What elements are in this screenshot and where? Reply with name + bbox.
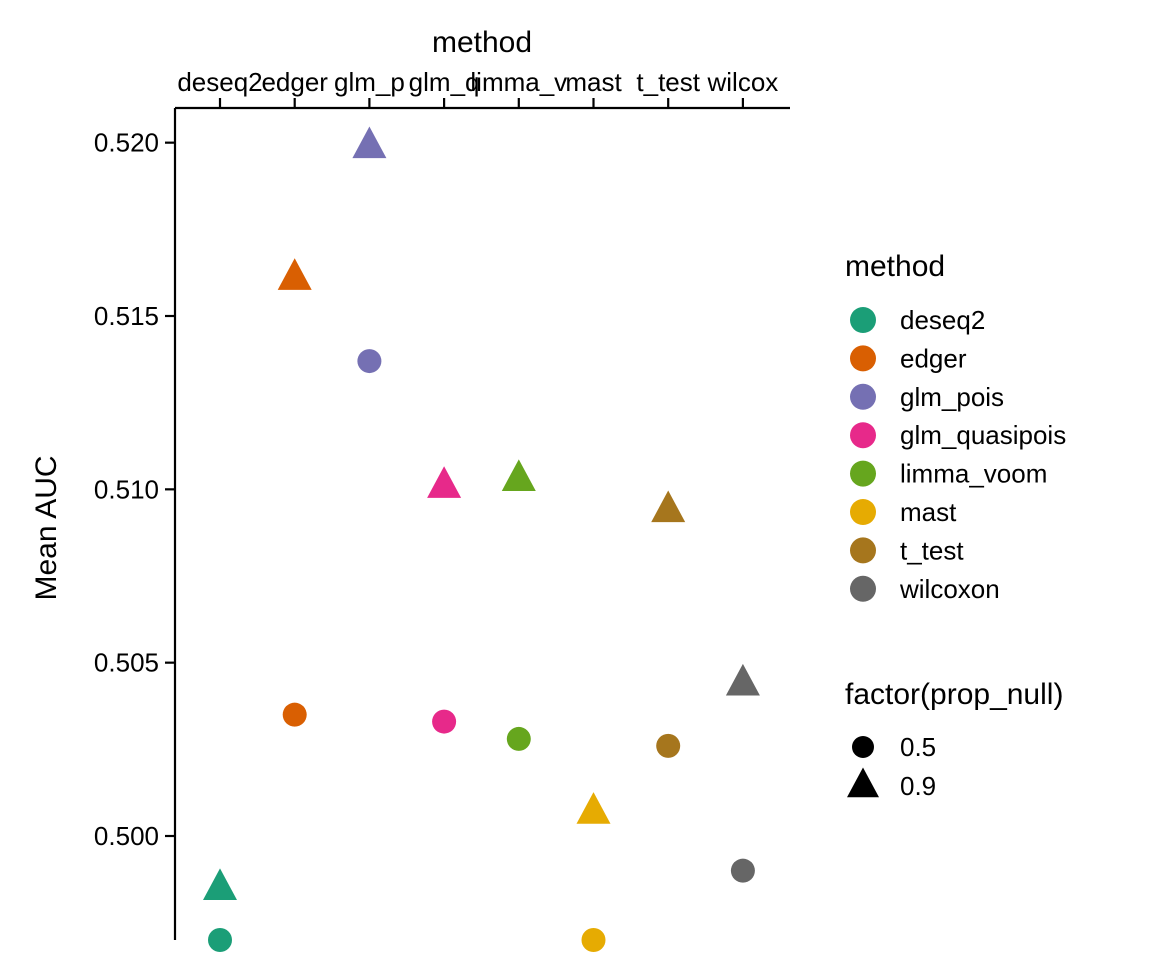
- x-axis-title: method: [432, 26, 532, 59]
- point-circle-mast: [581, 928, 606, 952]
- point-triangle-deseq2: [203, 868, 237, 901]
- legend-label-wilcoxon: wilcoxon: [899, 574, 1000, 604]
- x-tick-label: wilcox: [707, 67, 779, 97]
- legend-label-deseq2: deseq2: [900, 305, 985, 335]
- legend-shape-title: factor(prop_null): [845, 678, 1063, 711]
- point-triangle-mast: [576, 792, 611, 824]
- point-circle-deseq2: [208, 928, 232, 952]
- point-circle-glm_pois: [357, 349, 382, 374]
- legend-key-glm_pois: [850, 383, 876, 410]
- legend-key-deseq2: [850, 307, 876, 333]
- legend-shape-label: 0.9: [900, 771, 936, 801]
- y-tick-label: 0.510: [94, 474, 159, 504]
- point-circle-limma_voom: [506, 726, 531, 751]
- y-tick-label: 0.505: [94, 648, 159, 678]
- y-axis-title: Mean AUC: [30, 455, 63, 600]
- legend-label-glm_quasipois: glm_quasipois: [900, 420, 1066, 450]
- legend-key-edger: [850, 345, 876, 372]
- legend-label-edger: edger: [900, 343, 967, 373]
- x-tick-label: glm_p: [334, 67, 405, 97]
- legend-shape-label: 0.5: [900, 732, 936, 762]
- legend-label-glm_pois: glm_pois: [900, 382, 1004, 412]
- point-triangle-edger: [277, 258, 312, 290]
- point-circle-t_test: [656, 733, 681, 758]
- data-points: [203, 126, 760, 952]
- legend-label-t_test: t_test: [900, 535, 964, 565]
- legend-key-wilcoxon: [850, 575, 876, 602]
- x-tick-label: limma_v: [470, 67, 567, 97]
- x-tick-label: glm_q: [409, 67, 480, 97]
- legend-key-limma_voom: [850, 460, 876, 487]
- legend: method deseq2 edger glm_pois glm_quasipoisli…: [845, 250, 1066, 801]
- legend-label-limma_voom: limma_voom: [900, 459, 1047, 489]
- legend-shape-circle: [852, 736, 874, 758]
- point-triangle-wilcoxon: [725, 663, 760, 696]
- y-tick-label: 0.520: [94, 128, 159, 158]
- legend-key-mast: [850, 499, 876, 525]
- x-tick-label: edger: [261, 67, 328, 97]
- legend-key-t_test: [850, 537, 876, 564]
- x-tick-label: deseq2: [177, 67, 262, 97]
- point-triangle-glm_quasipois: [427, 466, 462, 498]
- x-tick-label: mast: [565, 67, 622, 97]
- point-triangle-t_test: [651, 490, 686, 523]
- x-tick-label: t_test: [636, 67, 700, 97]
- point-triangle-glm_pois: [352, 126, 387, 159]
- legend-color-title: method: [845, 250, 945, 283]
- point-circle-edger: [282, 702, 307, 727]
- point-circle-wilcoxon: [730, 858, 755, 883]
- point-triangle-limma_voom: [501, 459, 536, 491]
- point-circle-glm_quasipois: [432, 709, 457, 734]
- legend-key-glm_quasipois: [850, 422, 876, 449]
- legend-label-mast: mast: [900, 497, 957, 527]
- y-tick-label: 0.515: [94, 301, 159, 331]
- legend-shape-triangle: [847, 767, 879, 798]
- y-tick-label: 0.500: [94, 821, 159, 851]
